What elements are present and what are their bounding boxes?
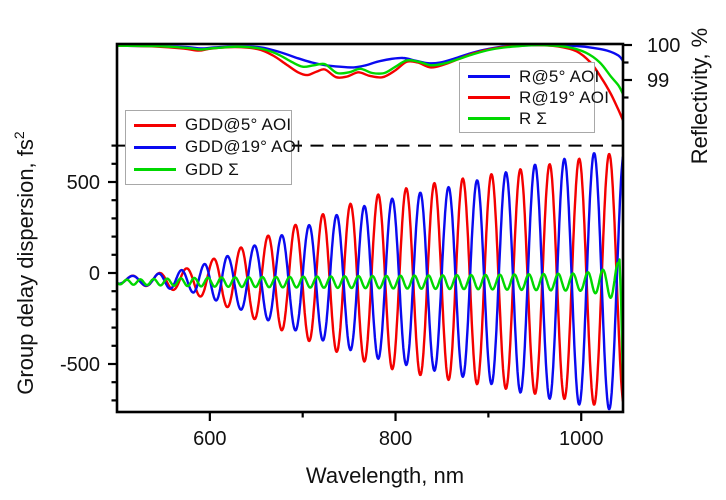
x-axis-title: Wavelength, nm: [306, 463, 464, 488]
gdd-legend-label: GDD@19° AOI: [185, 137, 302, 157]
y-right-tick-label: 99: [647, 70, 669, 92]
y-left-tick-label: -500: [60, 354, 100, 376]
x-tick-label: 800: [379, 428, 412, 450]
r-legend-line-sample: [468, 75, 510, 78]
gdd-legend-item: GDD Σ: [134, 159, 281, 181]
y-axis-title-left-superscript: 2: [11, 131, 27, 139]
y-axis-title-left: Group delay dispersion, fs2: [11, 131, 38, 395]
gdd-legend-item: GDD@5° AOI: [134, 114, 291, 136]
axis-tick-labels: 600 800 1000 500 0 -500 100 99: [60, 35, 680, 450]
y-left-tick-label: 500: [67, 172, 100, 194]
reflectivity-legend: R@5° AOI R@19° AOI R Σ: [459, 62, 609, 133]
gdd-curve-5aoi: [118, 152, 622, 406]
x-tick-label: 1000: [559, 428, 604, 450]
gdd-legend-label: GDD@5° AOI: [185, 115, 292, 135]
gdd-legend: GDD@5° AOI GDD@19° AOI GDD Σ: [125, 110, 301, 185]
gdd-legend-line-sample: [134, 168, 176, 172]
r-legend-item: R@5° AOI: [468, 66, 599, 87]
gdd-legend-item: GDD@19° AOI: [134, 136, 301, 158]
gdd-legend-line-sample: [134, 145, 176, 149]
r-legend-line-sample: [468, 96, 510, 99]
r-legend-label: R Σ: [519, 108, 548, 128]
plot-border: [115, 42, 625, 414]
y-left-tick-label: 0: [89, 263, 100, 285]
gdd-legend-line-sample: [134, 123, 176, 127]
gdd-curve-19aoi: [118, 152, 622, 411]
gdd-legend-label: GDD Σ: [185, 159, 240, 179]
reflectivity-curve-sum: [118, 45, 622, 95]
r-legend-item: R@19° AOI: [468, 87, 609, 108]
gdd-curve-sum: [118, 258, 622, 382]
r-legend-line-sample: [468, 117, 510, 120]
plot-curves: [118, 45, 622, 411]
r-legend-label: R@5° AOI: [519, 66, 600, 86]
y-right-tick-label: 100: [647, 35, 680, 57]
y-axis-title-left-text: Group delay dispersion, fs: [13, 139, 38, 395]
r-legend-item: R Σ: [468, 108, 584, 129]
x-tick-label: 600: [193, 428, 226, 450]
y-axis-title-right: Reflectivity, %: [687, 28, 712, 165]
r-legend-label: R@19° AOI: [519, 87, 610, 107]
